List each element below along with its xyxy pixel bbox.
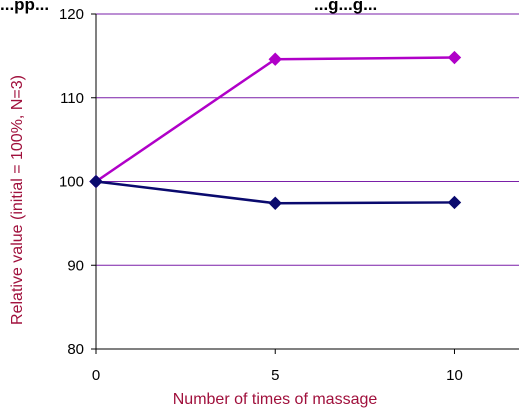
- series-1-point-0: [89, 174, 103, 189]
- series-0-point-1: [268, 52, 282, 66]
- x-tick-label-10: 10: [446, 367, 463, 384]
- series-layer: [89, 50, 462, 210]
- y-tick-label-120: 120: [59, 6, 84, 23]
- axes: [91, 13, 519, 354]
- y-tick-label-90: 90: [67, 257, 84, 274]
- x-axis-title: Number of times of massage: [173, 391, 378, 408]
- y-tick-label-110: 110: [60, 90, 84, 107]
- y-tick-label-100: 100: [59, 174, 84, 191]
- chart-title-fragment-right: ...g...g...: [314, 0, 377, 14]
- gridlines: [96, 13, 519, 266]
- series-0-line: [95, 56, 455, 183]
- x-tick-label-5: 5: [271, 367, 279, 384]
- x-tick-label-0: 0: [92, 367, 100, 384]
- y-axis-title: Relative value (initial = 100%, N=3): [9, 75, 26, 325]
- series-1-point-2: [447, 195, 462, 210]
- x-tick-labels: 0 5 10: [92, 367, 463, 384]
- series-0-point-2: [447, 50, 462, 65]
- series-1-point-1: [268, 196, 282, 210]
- y-tick-labels: 80 90 100 110 120: [59, 6, 84, 358]
- y-tick-label-80: 80: [67, 341, 84, 358]
- chart-title-fragment-left: ...pp...: [0, 0, 49, 14]
